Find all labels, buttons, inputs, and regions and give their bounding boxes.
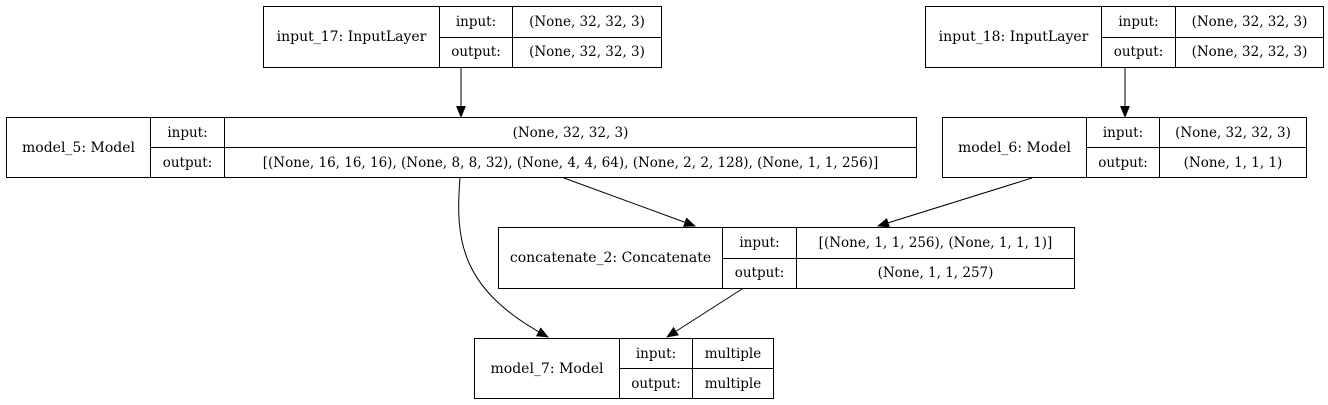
node-name: input_18: InputLayer [926,7,1102,67]
input-shape: (None, 32, 32, 3) [225,118,916,148]
edge-model6-concatenate2 [877,177,1033,228]
output-shape: (None, 32, 32, 3) [529,44,645,61]
node-name: model_7: Model [475,339,620,398]
output-shape: (None, 32, 32, 3) [1191,44,1308,61]
output-label: output: [631,375,681,392]
input-shape: multiple [693,339,773,369]
input-label: input: [440,7,512,38]
node-name: concatenate_2: Concatenate [499,228,723,288]
input-shape: (None, 32, 32, 3) [1176,7,1323,38]
input-shape: (None, 32, 32, 3) [1160,118,1306,148]
edge-model5-concatenate2 [563,177,696,227]
output-shape: multiple [704,375,762,392]
input-label: input: [1087,118,1159,148]
node-input-17: input_17: InputLayer input: output: (Non… [263,6,662,68]
input-label: input: [620,339,692,369]
output-label: output: [734,265,785,282]
node-model-5: model_5: Model input: output: (None, 32,… [6,117,917,178]
output-label: output: [162,154,213,171]
output-shape: [(None, 16, 16, 16), (None, 8, 8, 32), (… [262,154,879,171]
input-label: input: [151,118,224,148]
node-model-6: model_6: Model input: output: (None, 32,… [942,117,1307,178]
node-name: model_6: Model [943,118,1087,177]
node-name: model_5: Model [7,118,151,177]
input-shape: [(None, 1, 1, 256), (None, 1, 1, 1)] [797,228,1074,259]
input-label: input: [723,228,796,259]
input-label: input: [1102,7,1175,38]
edge-concatenate2-model7 [666,288,743,338]
node-concatenate-2: concatenate_2: Concatenate input: output… [498,227,1075,289]
output-shape: (None, 1, 1, 257) [877,265,994,282]
output-shape: (None, 1, 1, 1) [1183,154,1283,171]
input-shape: (None, 32, 32, 3) [513,7,661,38]
edge-model5-model7 [458,177,549,338]
node-input-18: input_18: InputLayer input: output: (Non… [925,6,1324,68]
output-label: output: [1098,154,1148,171]
node-name: input_17: InputLayer [264,7,440,67]
output-label: output: [1113,44,1164,61]
output-label: output: [451,44,501,61]
node-model-7: model_7: Model input: output: multiple m… [474,338,774,399]
